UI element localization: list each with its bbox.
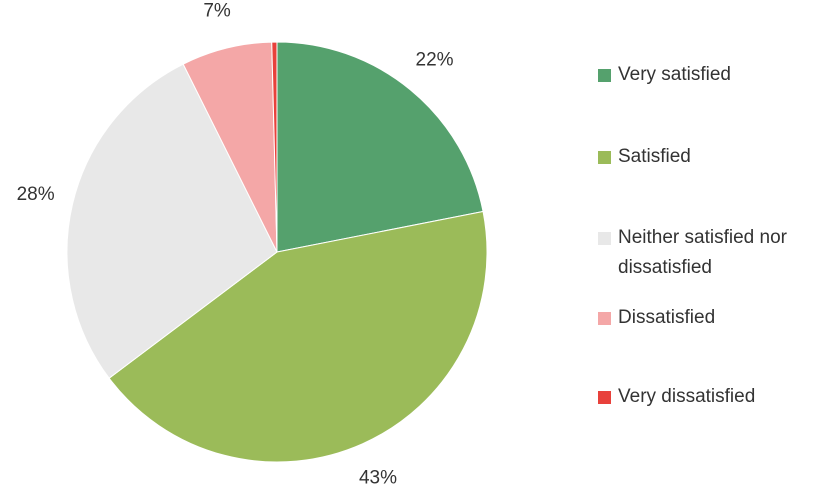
data-label: 22% [416, 49, 454, 70]
legend-label: Very dissatisfied [618, 386, 756, 407]
legend-label: Neither satisfied nor dissatisfied [618, 227, 787, 278]
legend-swatch [598, 312, 611, 325]
pie-slice [276, 41, 484, 253]
legend-swatch [598, 391, 611, 404]
legend-entry: Very dissatisfied [598, 382, 838, 412]
data-label: 28% [17, 184, 55, 205]
pie-slice [66, 63, 278, 379]
legend-entry: Neither satisfied nor dissatisfied [598, 223, 838, 283]
data-label: 43% [359, 468, 397, 486]
data-label: 7% [203, 0, 231, 21]
pie-slice [108, 210, 488, 463]
legend-entry: Satisfied [598, 142, 838, 172]
chart: 22% 43% 28% 7% [17, 0, 488, 486]
legend-entry: Very satisfied [598, 60, 838, 90]
legend-swatch [598, 232, 611, 245]
legend-swatch [598, 69, 611, 82]
legend-label: Very satisfied [618, 64, 731, 85]
pie-slice [271, 41, 278, 253]
legend-label: Satisfied [618, 146, 691, 167]
legend-entry: Dissatisfied [598, 303, 838, 333]
legend-label: Dissatisfied [618, 307, 716, 328]
legend-swatch [598, 151, 611, 164]
